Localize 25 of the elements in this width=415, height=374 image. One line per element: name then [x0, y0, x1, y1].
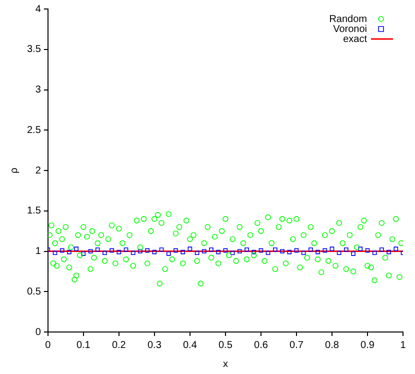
- x-tick-label: 0.4: [182, 340, 198, 351]
- y-tick-label: 4: [35, 4, 42, 15]
- y-tick-label: 2: [35, 165, 42, 176]
- y-tick-label: 1: [35, 246, 42, 257]
- y-tick-label: 1.5: [26, 206, 42, 217]
- x-axis-title: x: [222, 358, 228, 370]
- legend-label: Voronoi: [333, 24, 367, 35]
- x-tick-label: 0.5: [218, 340, 233, 351]
- y-tick-label: 2.5: [26, 124, 42, 136]
- y-tick-label: 0.5: [26, 286, 42, 298]
- x-tick-label: 0.9: [360, 340, 375, 351]
- legend-label: exact: [343, 34, 368, 45]
- x-tick-label: 0.7: [290, 340, 304, 351]
- x-tick-label: 0.3: [147, 340, 162, 351]
- x-tick-label: 0.2: [112, 340, 126, 351]
- legend-label: Random: [329, 14, 367, 25]
- x-tick-label: 0.6: [254, 340, 268, 351]
- y-axis-title: ρ: [8, 167, 20, 174]
- y-tick-label: 3: [35, 84, 42, 96]
- y-tick-label: 3.5: [26, 44, 42, 56]
- x-tick-label: 0.8: [325, 340, 340, 351]
- y-tick-label: 0: [35, 326, 42, 338]
- x-tick-label: 0: [45, 340, 52, 351]
- x-tick-label: 1: [400, 340, 406, 351]
- x-tick-label: 0.1: [76, 340, 91, 351]
